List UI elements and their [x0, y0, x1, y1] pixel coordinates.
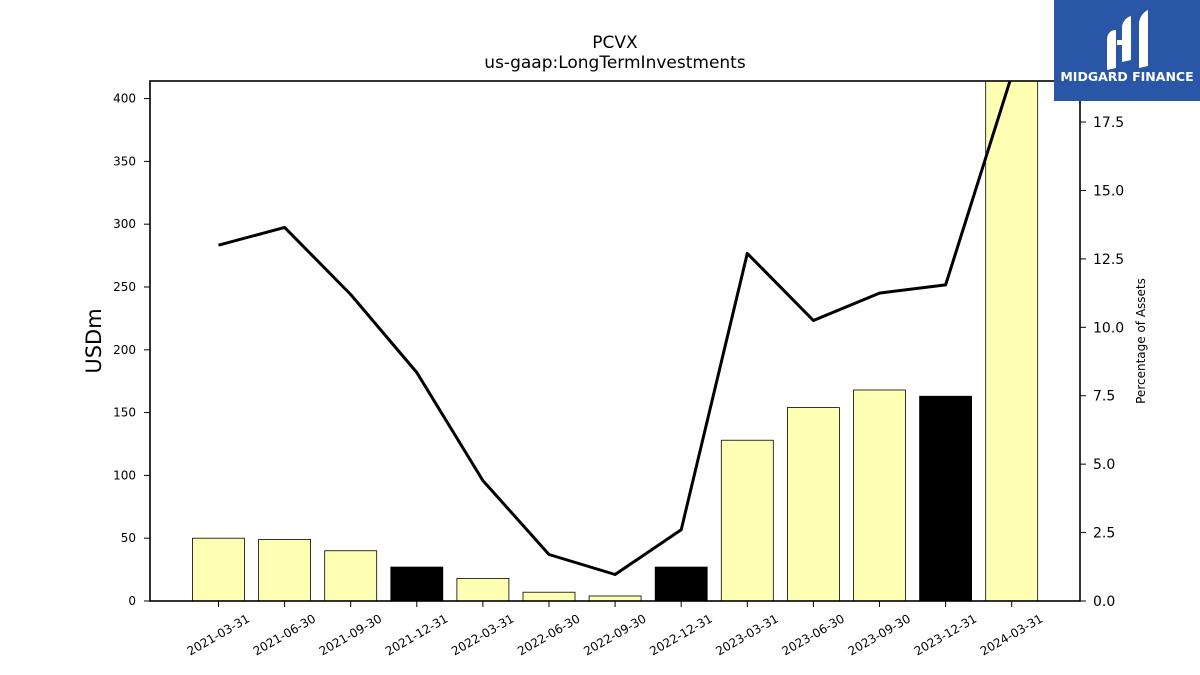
bar-2023-03-31 — [720, 439, 774, 601]
x-tick-label: 2022-03-31 — [449, 611, 516, 658]
bar-2023-09-30 — [853, 389, 906, 601]
y2-tick-label: 7.5 — [1093, 389, 1115, 405]
x-tick-label: 2021-09-30 — [317, 611, 384, 658]
x-tick-label: 2022-12-31 — [647, 611, 714, 658]
y2-tick-label: 10.0 — [1093, 320, 1124, 336]
bar-2023-12-31 — [919, 395, 972, 601]
y-tick-label: 0 — [128, 594, 136, 608]
y2-tick-label: 15.0 — [1093, 183, 1124, 199]
x-tick-label: 2021-06-30 — [251, 611, 318, 658]
x-tick-label: 2023-06-30 — [779, 611, 846, 658]
y-tick-label: 400 — [113, 92, 136, 106]
logo-mark-icon — [1107, 10, 1148, 70]
x-tick-label: 2024-03-31 — [978, 611, 1045, 658]
y-tick-label: 250 — [113, 280, 136, 294]
x-tick-label: 2022-06-30 — [515, 611, 582, 658]
bar-2021-06-30 — [258, 539, 312, 601]
y2-tick-label: 0.0 — [1093, 594, 1115, 610]
y2-tick-label: 2.5 — [1093, 526, 1115, 542]
y2-tick-label: 12.5 — [1093, 252, 1124, 268]
y2-tick-label: 5.0 — [1093, 457, 1115, 473]
bar-2021-12-31 — [390, 566, 444, 601]
chart-title: PCVX — [592, 33, 638, 53]
x-tick-label: 2023-03-31 — [713, 611, 780, 658]
bar-series — [192, 81, 1039, 601]
y2-axis-label: Percentage of Assets — [1134, 278, 1148, 404]
bar-2021-09-30 — [324, 550, 378, 601]
y-tick-label: 50 — [121, 531, 136, 545]
y-axis-label: USDm — [82, 308, 106, 373]
y2-tick-label: 17.5 — [1093, 115, 1124, 131]
percentage-line — [218, 81, 1012, 576]
midgard-finance-logo: MIDGARD FINANCE — [1054, 0, 1200, 101]
bar-2022-03-31 — [456, 577, 510, 601]
bar-2024-03-31 — [985, 81, 1039, 601]
y-tick-label: 150 — [113, 406, 136, 420]
y-tick-label: 100 — [113, 468, 136, 482]
x-axis: 2021-03-312021-06-302021-09-302021-12-31… — [185, 601, 1045, 658]
x-tick-label: 2023-09-30 — [846, 611, 913, 658]
y-tick-label: 200 — [113, 343, 136, 357]
x-tick-label: 2022-09-30 — [581, 611, 648, 658]
y-tick-label: 300 — [113, 217, 136, 231]
y-tick-label: 350 — [113, 154, 136, 168]
bar-2022-06-30 — [522, 591, 576, 601]
x-tick-label: 2023-12-31 — [912, 611, 979, 658]
bar-2021-03-31 — [192, 537, 245, 601]
chart-subtitle: us-gaap:LongTermInvestments — [484, 53, 746, 73]
bar-2023-06-30 — [787, 407, 840, 601]
right-y-axis: 0.0 2.5 5.0 7.5 10.0 12.5 15.0 17.5 — [1080, 115, 1124, 610]
left-y-axis: 0 50 100 150 200 250 300 350 400 — [113, 92, 150, 608]
line-series — [218, 81, 1012, 576]
bar-2022-12-31 — [654, 566, 708, 601]
logo-text: MIDGARD FINANCE — [1060, 69, 1193, 84]
x-tick-label: 2021-03-31 — [185, 611, 252, 658]
x-tick-label: 2021-12-31 — [383, 611, 450, 658]
